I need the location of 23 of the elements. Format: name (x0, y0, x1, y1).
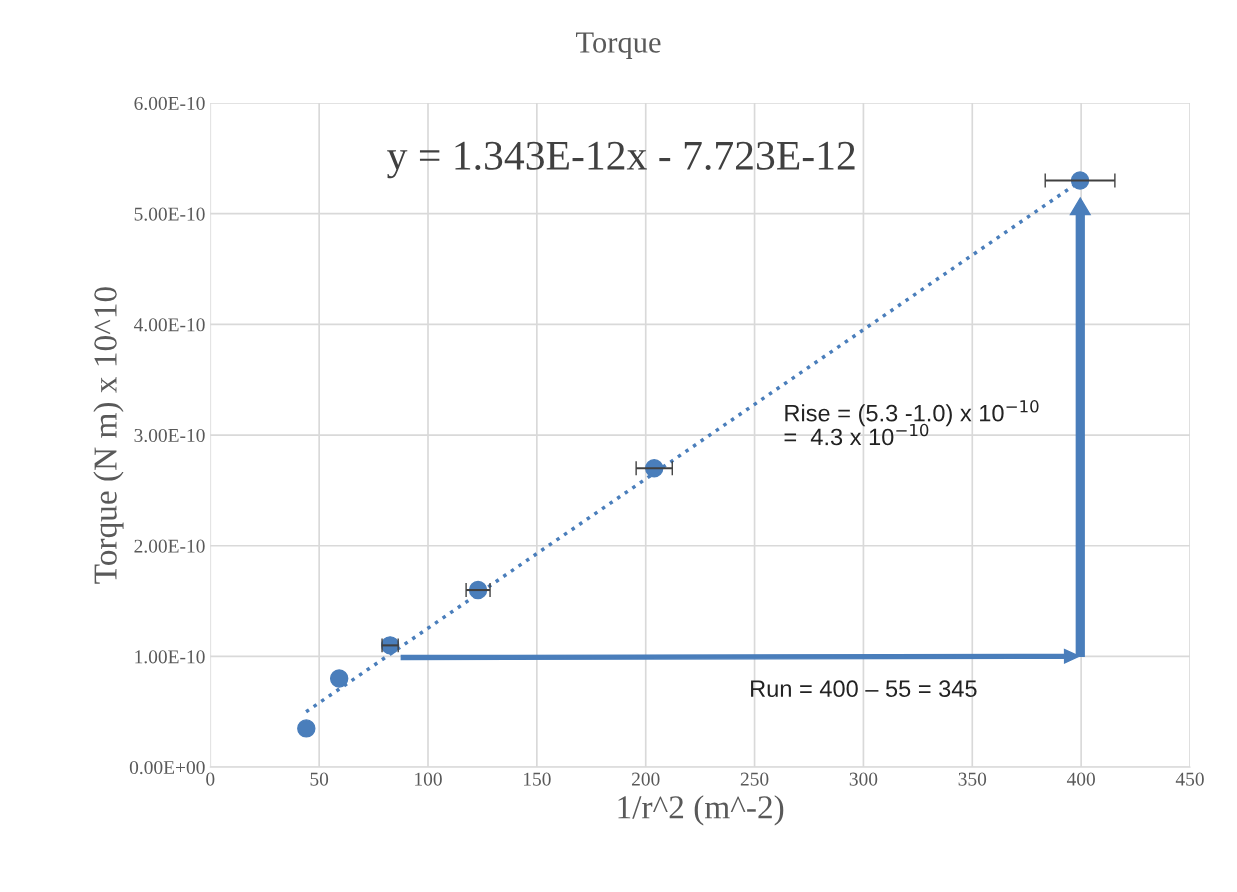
x-tick-label: 0 (206, 772, 215, 786)
y-tick-label: 6.00E-10 (134, 96, 205, 111)
x-axis-title: 1/r^2 (m^-2) (618, 795, 784, 826)
x-tick-label: 400 (1066, 772, 1095, 786)
x-tick-label: 50 (310, 772, 329, 786)
x-tick-label: 300 (849, 772, 878, 786)
y-tick-label: 0.00E+00 (129, 760, 205, 775)
annotation: y = 1.343E-12x - 7.723E-12 (387, 141, 855, 179)
chart-title: Torque (576, 32, 661, 59)
text: Rise = (5.3 -1.0) x 10$^{−10}$ = 4.3 x 10$^{−10}$ (784, 400, 1039, 446)
x-tick-label: 350 (958, 772, 987, 786)
x-tick-label: 200 (631, 772, 660, 786)
y-tick-label: 5.00E-10 (134, 207, 205, 221)
x-tick-label: 250 (740, 772, 769, 786)
y-tick-label: 2.00E-10 (134, 539, 205, 553)
annotation: Run = 400 – 55 = 345 (751, 680, 977, 698)
y-tick-label: 1.00E-10 (135, 650, 205, 664)
y-tick-label: 4.00E-10 (133, 318, 205, 332)
y-axis-title: Torque (N m) x 10^10 (93, 287, 124, 584)
y-tick-label: 3.00E-10 (134, 428, 205, 443)
x-tick-label: 150 (523, 772, 551, 786)
x-tick-label: 450 (1175, 772, 1204, 786)
x-tick-label: 100 (415, 772, 442, 786)
